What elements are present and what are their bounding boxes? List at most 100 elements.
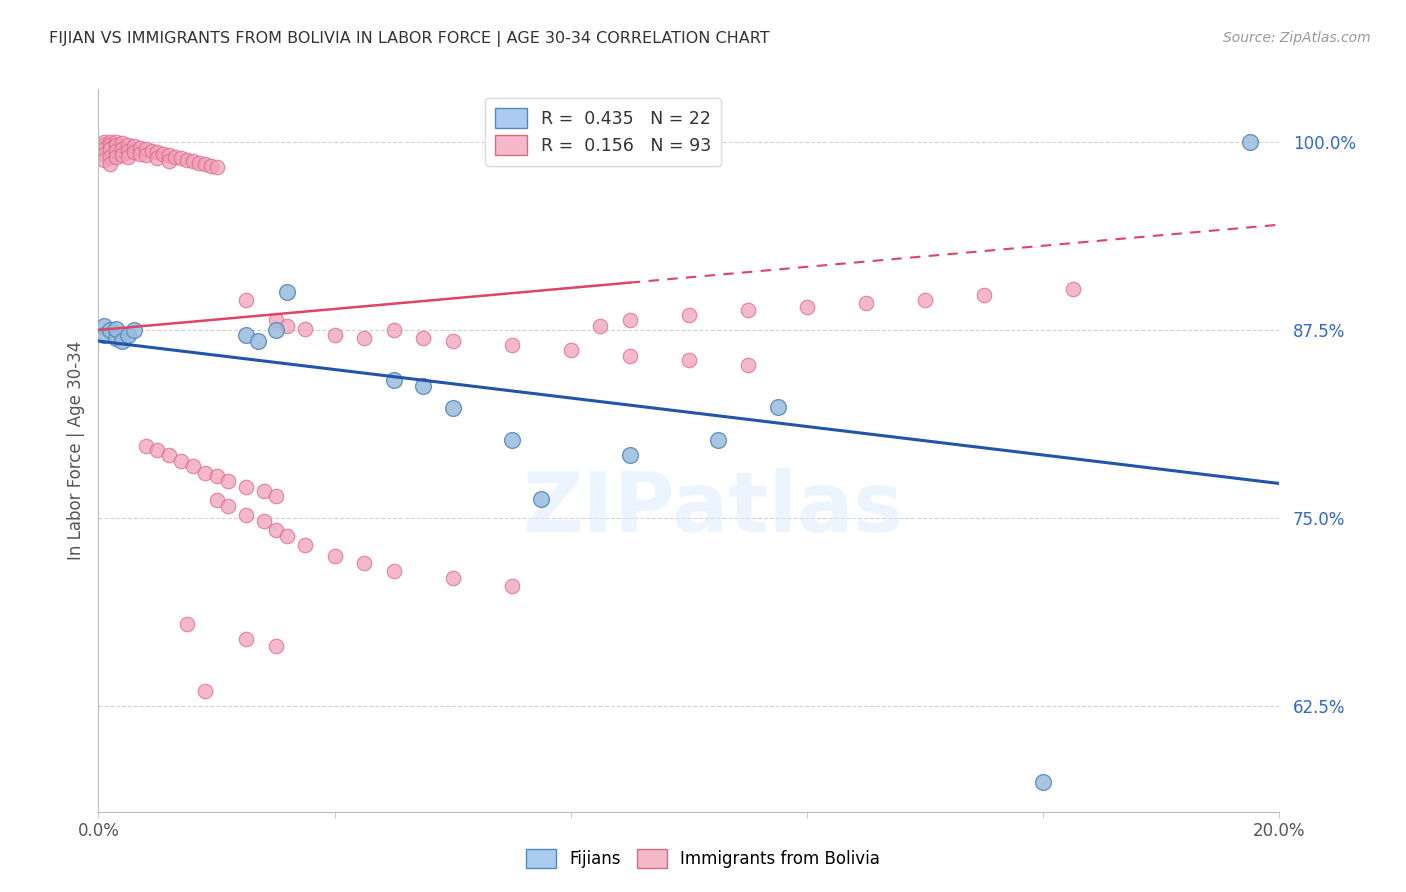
Point (441, 334, 464, 348)
Point (93, 135, 115, 149)
Point (181, 154, 204, 169)
Point (181, 458, 204, 473)
Point (194, 157, 217, 171)
Point (235, 327, 257, 342)
Point (98, 135, 121, 149)
Point (176, 616, 198, 631)
Point (117, 327, 139, 342)
Y-axis label: In Labor Force | Age 30-34: In Labor Force | Age 30-34 (66, 341, 84, 560)
Point (276, 529, 298, 543)
Point (111, 148, 134, 162)
Point (441, 571, 464, 585)
Point (141, 144, 163, 158)
Point (353, 330, 375, 344)
Point (264, 323, 287, 337)
Point (412, 330, 434, 344)
Point (146, 152, 169, 166)
Point (1239, 135, 1261, 149)
Point (122, 139, 145, 153)
Point (501, 433, 523, 447)
Point (294, 321, 316, 335)
Point (235, 508, 257, 523)
Point (412, 378, 434, 392)
Point (200, 159, 222, 173)
Point (619, 448, 641, 462)
Point (914, 293, 936, 307)
Point (530, 491, 553, 506)
Point (146, 443, 169, 458)
Point (855, 296, 877, 310)
Point (766, 400, 789, 414)
Point (560, 343, 582, 357)
Point (170, 152, 193, 166)
Point (973, 288, 995, 302)
Point (93, 142, 115, 156)
Point (135, 439, 157, 453)
Point (98, 157, 121, 171)
Point (264, 489, 287, 503)
Point (98, 323, 121, 337)
Point (93, 327, 115, 342)
Point (678, 308, 700, 322)
Point (441, 401, 464, 416)
Point (176, 153, 198, 167)
Point (105, 330, 128, 344)
Point (122, 323, 145, 337)
Point (117, 150, 139, 164)
Point (194, 684, 217, 698)
Point (353, 557, 375, 571)
Point (678, 353, 700, 368)
Point (589, 318, 612, 333)
Point (1062, 282, 1084, 296)
Point (128, 141, 150, 155)
Text: Source: ZipAtlas.com: Source: ZipAtlas.com (1223, 31, 1371, 45)
Point (501, 579, 523, 593)
Point (170, 454, 193, 468)
Point (98, 137, 121, 152)
Point (111, 142, 134, 156)
Point (187, 156, 209, 170)
Point (122, 145, 145, 160)
Point (205, 493, 228, 508)
Point (1032, 774, 1054, 789)
Point (294, 538, 316, 552)
Text: ZIPatlas: ZIPatlas (522, 467, 903, 549)
Point (93, 137, 115, 152)
Point (235, 293, 257, 307)
Point (117, 137, 139, 152)
Point (264, 312, 287, 326)
Point (128, 147, 150, 161)
Point (194, 466, 217, 480)
Point (737, 358, 759, 372)
Text: FIJIAN VS IMMIGRANTS FROM BOLIVIA IN LABOR FORCE | AGE 30-34 CORRELATION CHART: FIJIAN VS IMMIGRANTS FROM BOLIVIA IN LAB… (49, 31, 770, 47)
Point (796, 301, 818, 315)
Point (382, 564, 405, 578)
Point (157, 154, 180, 169)
Point (105, 135, 128, 149)
Point (707, 433, 730, 447)
Point (157, 448, 180, 462)
Point (93, 147, 115, 161)
Point (253, 484, 276, 499)
Point (93, 153, 115, 167)
Point (382, 323, 405, 337)
Point (105, 150, 128, 164)
Point (246, 334, 269, 348)
Point (382, 373, 405, 387)
Point (152, 147, 174, 161)
Point (235, 632, 257, 646)
Point (619, 349, 641, 363)
Point (619, 312, 641, 326)
Point (117, 144, 139, 158)
Point (205, 469, 228, 483)
Point (264, 523, 287, 537)
Point (276, 285, 298, 300)
Point (135, 148, 157, 162)
Point (98, 142, 121, 156)
Point (217, 474, 239, 488)
Point (217, 499, 239, 513)
Legend: R =  0.435   N = 22, R =  0.156   N = 93: R = 0.435 N = 22, R = 0.156 N = 93 (485, 98, 721, 166)
Point (165, 150, 187, 164)
Point (264, 639, 287, 653)
Point (146, 145, 169, 160)
